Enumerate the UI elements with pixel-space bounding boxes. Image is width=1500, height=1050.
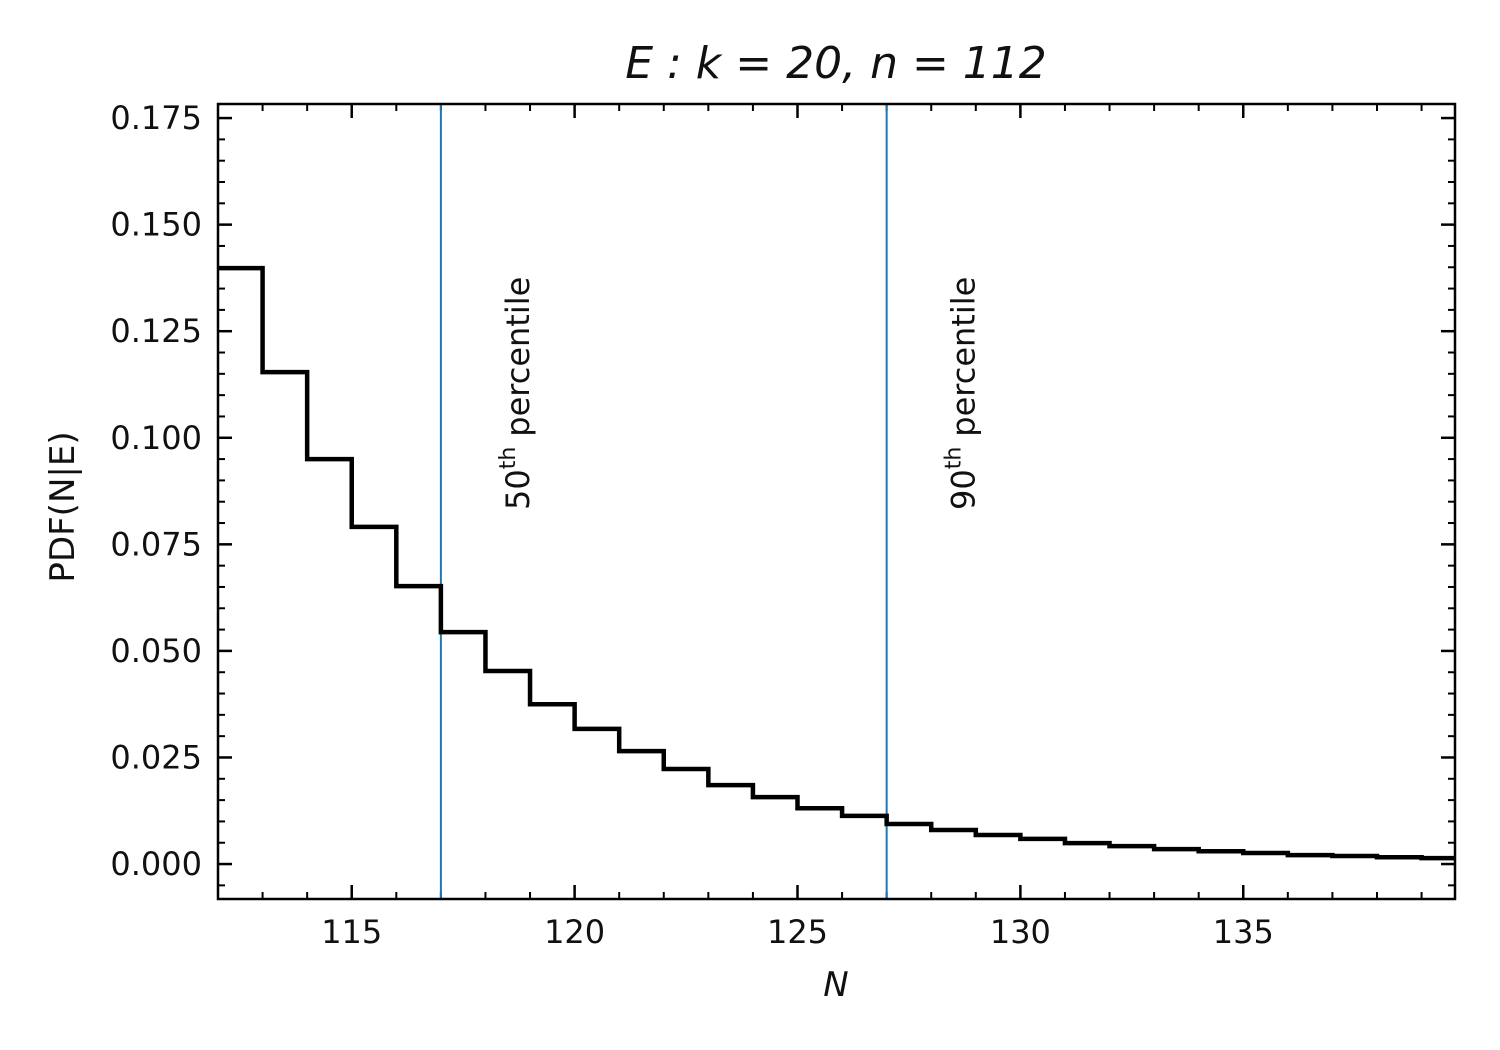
x-tick-label: 130 — [990, 913, 1051, 951]
y-tick-label: 0.100 — [110, 419, 202, 457]
x-tick-label: 120 — [544, 913, 605, 951]
plot-frame — [216, 102, 1457, 901]
percentile-label: 90th percentile — [942, 277, 983, 510]
percentile-sup: th — [942, 447, 967, 470]
chart-title: E : k = 20, n = 112 — [625, 38, 1047, 89]
x-tick-label: 115 — [321, 913, 382, 951]
percentile-sup: th — [496, 447, 521, 470]
y-tick-label: 0.000 — [110, 845, 202, 883]
y-tick-label: 0.025 — [110, 738, 202, 776]
percentile-text: percentile — [499, 277, 537, 437]
step-line — [218, 265, 1455, 861]
x-axis-label: N — [823, 965, 848, 1005]
y-axis-label: PDF(N|E) — [43, 431, 83, 582]
y-tick-label: 0.175 — [110, 99, 202, 137]
percentile-label: 50th percentile — [496, 277, 537, 510]
y-tick-label: 0.125 — [110, 312, 202, 350]
percentile-text: percentile — [945, 277, 983, 437]
y-tick-label: 0.075 — [110, 525, 202, 563]
percentile-base: 50 — [499, 469, 537, 510]
y-tick-label: 0.150 — [110, 206, 202, 244]
y-tick-label: 0.050 — [110, 632, 202, 670]
x-tick-label: 135 — [1213, 913, 1274, 951]
x-tick-label: 125 — [767, 913, 828, 951]
percentile-base: 90 — [945, 469, 983, 510]
